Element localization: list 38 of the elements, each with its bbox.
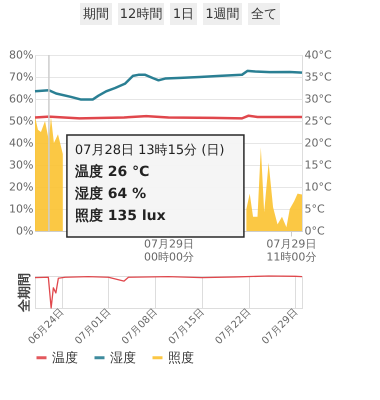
y2-tick-label: 20°C bbox=[304, 136, 332, 150]
x-tick-label: 07月01日 bbox=[73, 306, 114, 347]
y2-tick-label: 35°C bbox=[304, 70, 332, 84]
y2-tick-label: 15°C bbox=[304, 158, 332, 172]
y2-tick-label: 0°C bbox=[304, 224, 325, 238]
y-axis-title: 全期間 bbox=[18, 273, 32, 313]
x-tick-label: 07月29日 11時00分 bbox=[266, 238, 316, 264]
x-tick-label: 07月15日 bbox=[166, 306, 207, 347]
y2-tick-label: 25°C bbox=[304, 114, 332, 128]
y2-tick-label: 30°C bbox=[304, 92, 332, 106]
text: 期間 bbox=[83, 7, 109, 22]
y-tick-label: 30% bbox=[9, 158, 34, 172]
annotation: 温度 26 °C bbox=[74, 163, 150, 180]
y2-tick-label: 10°C bbox=[304, 180, 332, 194]
text: 12時間 bbox=[120, 7, 162, 22]
text: 1週間 bbox=[205, 7, 240, 22]
y-tick-label: 80% bbox=[9, 48, 34, 62]
y-tick-label: 60% bbox=[9, 92, 34, 106]
y2-tick-label: 5°C bbox=[304, 202, 325, 216]
annotation: 07月28日 13時15分 (日) bbox=[74, 143, 224, 158]
text: 全て bbox=[251, 7, 277, 22]
text: 1日 bbox=[172, 7, 194, 22]
legend-label: 湿度 bbox=[110, 350, 136, 366]
y2-tick-label: 40°C bbox=[304, 48, 332, 62]
annotation: 照度 135 lux bbox=[74, 207, 166, 224]
y-tick-label: 40% bbox=[9, 136, 34, 150]
y-tick-label: 20% bbox=[9, 180, 34, 194]
x-tick-label: 07月08日 bbox=[120, 306, 160, 347]
y-tick-label: 50% bbox=[9, 114, 34, 128]
x-tick-label: 07月22日 bbox=[213, 306, 254, 347]
y-tick-label: 10% bbox=[9, 202, 34, 216]
y-tick-label: 0% bbox=[16, 224, 34, 238]
x-tick-label: 07月29日 bbox=[260, 306, 300, 347]
legend-label: 温度 bbox=[52, 350, 78, 366]
x-tick-label: 07月29日 00時00分 bbox=[144, 238, 194, 264]
annotation: 湿度 64 % bbox=[74, 185, 146, 202]
legend-label: 照度 bbox=[168, 350, 194, 366]
y-tick-label: 70% bbox=[9, 70, 34, 84]
